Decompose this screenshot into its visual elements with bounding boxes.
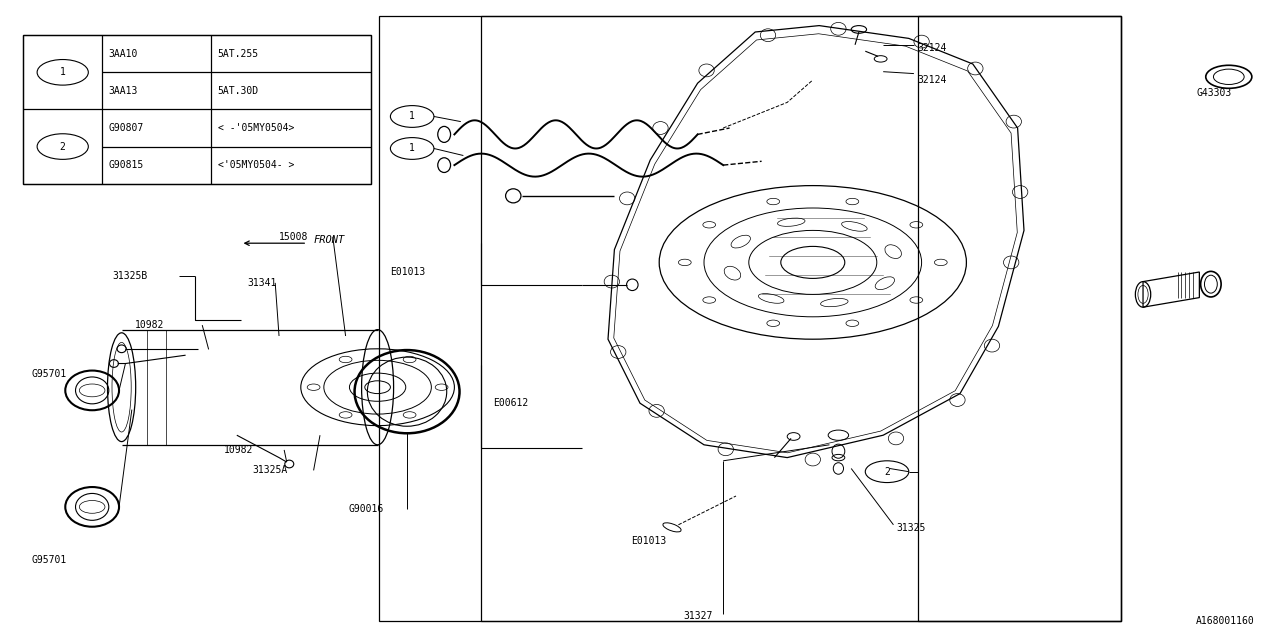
- Text: 1: 1: [410, 111, 415, 122]
- Text: 31325: 31325: [896, 523, 925, 533]
- Bar: [23, 35, 371, 184]
- Text: 1: 1: [410, 143, 415, 154]
- Text: 32124: 32124: [918, 75, 947, 85]
- Text: 1: 1: [60, 67, 65, 77]
- Text: 32124: 32124: [918, 43, 947, 53]
- Text: E00612: E00612: [493, 398, 529, 408]
- Text: <'05MY0504- >: <'05MY0504- >: [218, 160, 294, 170]
- Text: 31325A: 31325A: [252, 465, 288, 476]
- Text: G95701: G95701: [32, 369, 68, 380]
- Bar: [23, 35, 371, 184]
- Text: G90016: G90016: [348, 504, 384, 514]
- Text: 15008: 15008: [279, 232, 308, 242]
- Text: 31327: 31327: [684, 611, 713, 621]
- Text: 3AA10: 3AA10: [109, 49, 138, 59]
- Text: 10982: 10982: [224, 445, 253, 455]
- Text: < -'05MY0504>: < -'05MY0504>: [218, 123, 294, 133]
- Text: 5AT.255: 5AT.255: [218, 49, 259, 59]
- Text: 2: 2: [884, 467, 890, 477]
- Text: G43303: G43303: [1197, 88, 1233, 98]
- Text: 2: 2: [60, 141, 65, 152]
- Text: A168001160: A168001160: [1196, 616, 1254, 626]
- Text: 31341: 31341: [247, 278, 276, 288]
- Text: FRONT: FRONT: [314, 235, 344, 245]
- Bar: [481, 16, 1121, 621]
- Text: E01013: E01013: [390, 267, 426, 277]
- Bar: [379, 16, 1121, 621]
- Bar: [918, 16, 1121, 621]
- Text: 5AT.30D: 5AT.30D: [218, 86, 259, 96]
- Text: 3AA13: 3AA13: [109, 86, 138, 96]
- Text: E01013: E01013: [631, 536, 667, 546]
- Text: G95701: G95701: [32, 555, 68, 565]
- Text: G90807: G90807: [109, 123, 145, 133]
- Text: 31325B: 31325B: [113, 271, 148, 282]
- Text: G90815: G90815: [109, 160, 145, 170]
- Text: 10982: 10982: [134, 320, 164, 330]
